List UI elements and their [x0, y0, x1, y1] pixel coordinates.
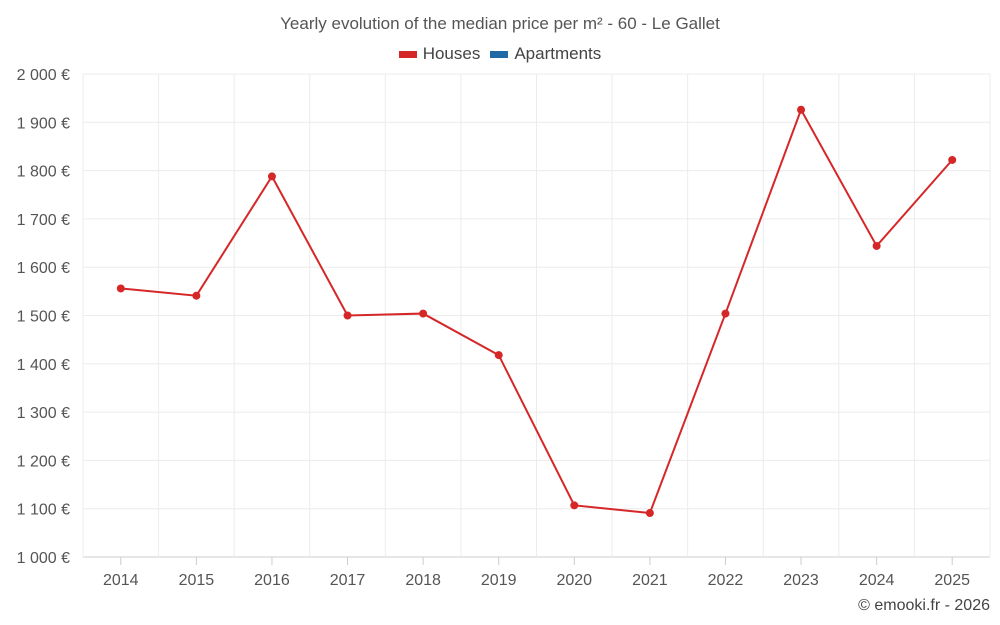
- y-tick-label: 1 600 €: [17, 260, 70, 277]
- x-tick-label: 2025: [934, 572, 970, 589]
- legend-swatch-houses: [398, 50, 417, 58]
- y-tick-label: 1 300 €: [17, 405, 70, 422]
- data-point-houses: [721, 309, 730, 318]
- data-point-houses: [116, 284, 125, 293]
- y-tick-label: 2 000 €: [17, 67, 70, 84]
- legend-label-houses: Houses: [422, 44, 481, 63]
- series-line-houses: [120, 107, 953, 515]
- data-point-houses: [948, 155, 957, 164]
- data-point-houses: [570, 501, 579, 510]
- y-tick-label: 1 700 €: [17, 212, 70, 229]
- x-tick-label: 2014: [103, 572, 139, 589]
- x-tick-label: 2023: [783, 572, 819, 589]
- data-point-houses: [872, 241, 881, 250]
- y-tick-label: 1 200 €: [17, 453, 70, 470]
- data-point-houses: [267, 172, 276, 181]
- y-tick-label: 1 100 €: [17, 502, 70, 519]
- y-tick-label: 1 900 €: [17, 115, 70, 132]
- x-tick-label: 2022: [708, 572, 744, 589]
- x-tick-label: 2020: [556, 572, 592, 589]
- y-tick-label: 1 800 €: [17, 164, 70, 181]
- data-point-houses: [343, 311, 352, 320]
- legend-label-apartments: Apartments: [514, 44, 602, 63]
- x-tick-label: 2016: [254, 572, 290, 589]
- x-tick-label: 2017: [330, 572, 366, 589]
- x-tick-label: 2024: [859, 572, 895, 589]
- x-tick-label: 2019: [481, 572, 517, 589]
- credit-text: © emooki.fr - 2026: [858, 597, 990, 614]
- x-tick-label: 2021: [632, 572, 668, 589]
- chart-title: Yearly evolution of the median price per…: [280, 14, 720, 33]
- x-tick-label: 2015: [179, 572, 215, 589]
- data-point-houses: [419, 309, 428, 318]
- legend-swatch-apartments: [490, 50, 509, 58]
- x-tick-label: 2018: [405, 572, 441, 589]
- data-point-houses: [192, 291, 201, 300]
- data-point-houses: [645, 509, 654, 518]
- data-point-houses: [494, 351, 503, 360]
- y-tick-label: 1 400 €: [17, 357, 70, 374]
- legend-item-houses[interactable]: Houses: [398, 44, 481, 64]
- chart-legend: Houses Apartments: [0, 44, 1000, 64]
- y-tick-label: 1 500 €: [17, 309, 70, 326]
- data-point-houses: [797, 105, 806, 114]
- y-tick-label: 1 000 €: [17, 550, 70, 567]
- legend-item-apartments[interactable]: Apartments: [490, 44, 601, 64]
